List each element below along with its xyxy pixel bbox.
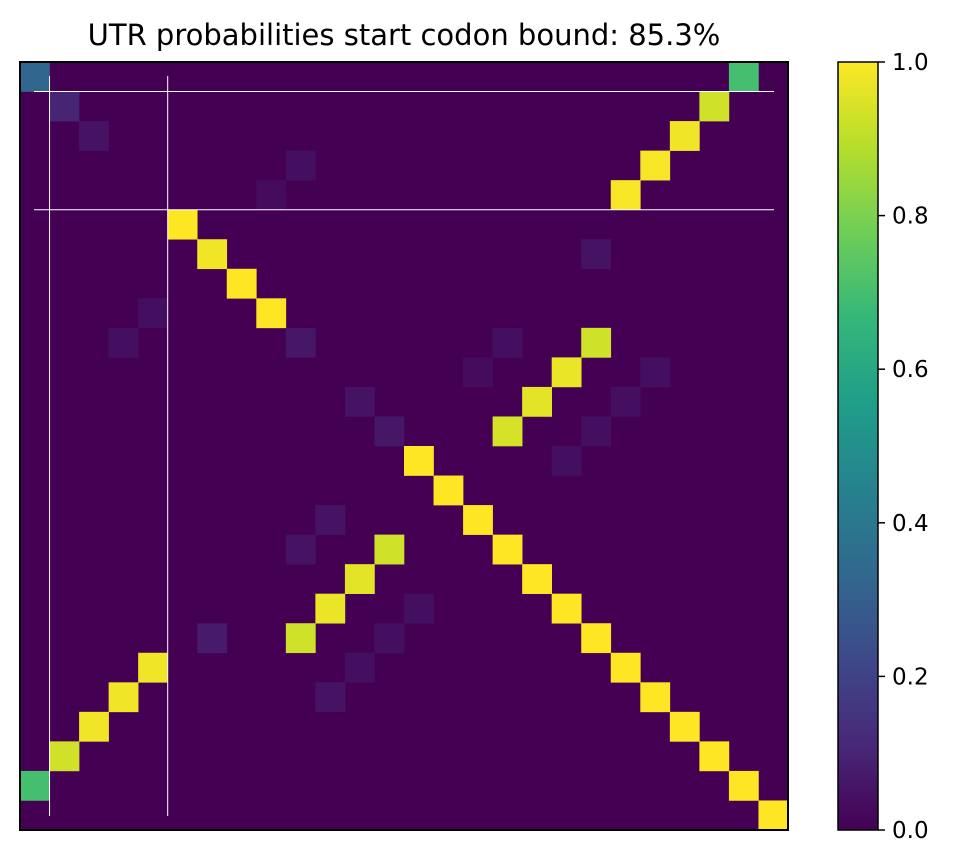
heatmap-cell	[374, 623, 405, 654]
heatmap-cell	[344, 564, 375, 594]
heatmap-cell	[699, 91, 730, 122]
heatmap-cell	[79, 711, 109, 742]
heatmap-cell	[669, 711, 700, 742]
heatmap-cell	[344, 652, 375, 683]
colorbar-ticks: 0.0 0.2 0.4 0.6 0.8 1.0	[878, 50, 929, 844]
plot-frame	[19, 61, 789, 831]
heatmap-cell	[728, 770, 759, 801]
heatmap-cell	[492, 416, 523, 447]
heatmap-cell	[256, 180, 287, 210]
heatmap-cell	[404, 593, 434, 624]
colorbar-tick-label: 0.4	[892, 511, 929, 537]
colorbar-tick-label: 0.6	[892, 357, 929, 383]
heatmap-cell	[285, 623, 316, 654]
heatmap-cell	[492, 327, 523, 358]
heatmap-cell	[551, 357, 582, 388]
heatmap-cell	[108, 327, 139, 358]
heatmap-cell	[49, 91, 80, 122]
heatmap-cell	[728, 62, 759, 92]
heatmap-cell	[640, 682, 671, 713]
heatmap-cell	[344, 386, 375, 417]
heatmap-cell	[492, 534, 523, 565]
heatmap-cell	[581, 623, 612, 654]
heatmap-cell	[79, 121, 109, 151]
heatmap-cell	[433, 475, 464, 506]
heatmap-cell	[610, 180, 641, 210]
heatmap-cell	[167, 209, 198, 240]
heatmap-cell	[610, 386, 641, 417]
heatmap-cell	[108, 682, 139, 713]
heatmap-cell	[640, 357, 671, 388]
heatmap-cell	[522, 564, 552, 594]
heatmap-cell	[285, 327, 316, 358]
heatmap-cell	[20, 770, 50, 801]
colorbar-tick-label: 1.0	[892, 50, 929, 76]
heatmap-cell	[404, 446, 434, 476]
heatmap-cell	[285, 534, 316, 565]
colorbar-tick-label: 0.8	[892, 204, 929, 230]
heatmap-cell	[315, 682, 346, 713]
heatmap-cell	[758, 800, 789, 831]
heatmap-cell	[610, 652, 641, 683]
heatmap-cell	[197, 239, 228, 270]
colorbar-tick-label: 0.0	[892, 818, 929, 844]
heatmap-cell	[463, 357, 493, 388]
heatmap-cell	[138, 652, 168, 683]
heatmap-cell	[463, 505, 493, 535]
heatmap-cell	[315, 593, 346, 624]
heatmap-cell	[581, 239, 612, 270]
heatmap-cell	[699, 741, 730, 772]
heatmap-cell	[49, 741, 80, 772]
heatmap-cell	[551, 593, 582, 624]
heatmap-cell	[581, 327, 612, 358]
colorbar-tick-label: 0.2	[892, 664, 929, 690]
chart-title: UTR probabilities start codon bound: 85.…	[88, 18, 721, 52]
heatmap-cell	[256, 298, 287, 329]
guide-lines	[34, 76, 774, 816]
heatmap-cell	[581, 416, 612, 447]
colorbar	[837, 61, 879, 831]
heatmap-cell	[197, 623, 228, 654]
heatmap-cell	[374, 416, 405, 447]
heatmap-cell	[315, 505, 346, 535]
heatmap-cell	[226, 268, 257, 299]
heatmap-cell	[285, 150, 316, 181]
heatmap-cell	[374, 534, 405, 565]
heatmap-cell	[522, 386, 552, 417]
heatmap-cell	[138, 298, 168, 329]
heatmap-cell	[640, 150, 671, 181]
heatmap-cell	[551, 446, 582, 476]
heatmap-cell	[669, 121, 700, 151]
heatmap-cells	[20, 62, 789, 831]
heatmap-cell	[20, 62, 50, 92]
